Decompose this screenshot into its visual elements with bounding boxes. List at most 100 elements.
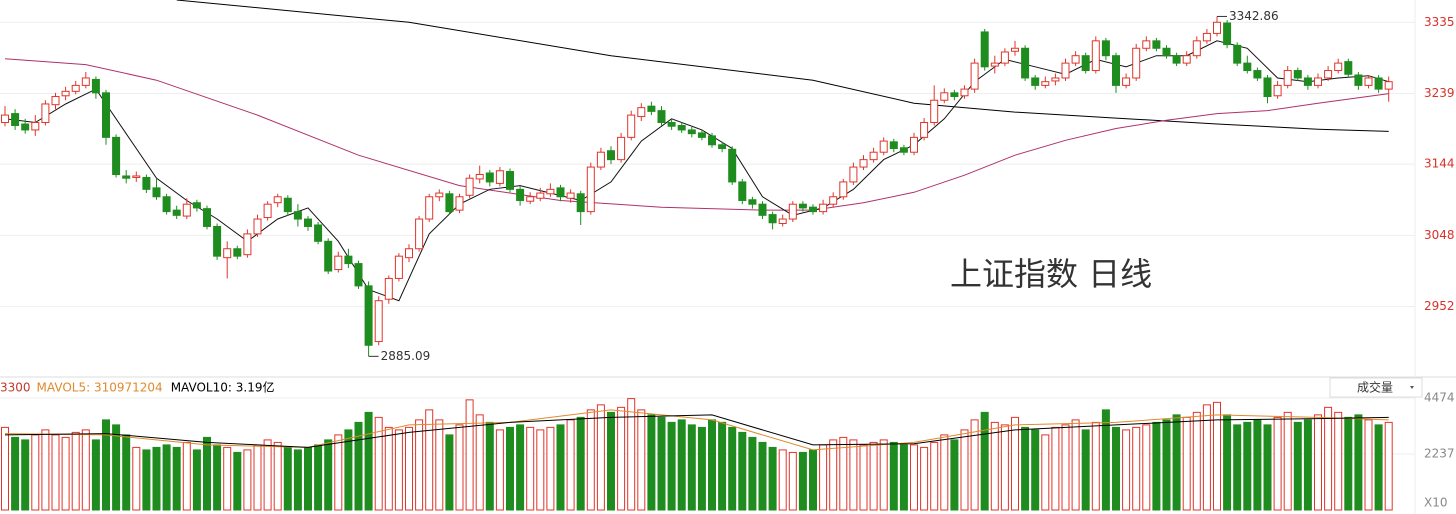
candle-body — [758, 203, 767, 216]
volume-bar — [667, 421, 676, 511]
volume-bar — [1303, 419, 1312, 511]
candle-body — [1192, 40, 1201, 57]
candle-body — [1364, 77, 1373, 86]
volume-bar — [132, 446, 141, 511]
volume-bar — [657, 416, 666, 511]
candle-body — [61, 90, 70, 97]
volume-bar — [849, 439, 858, 511]
volume-bar — [708, 419, 716, 511]
volume-bar — [596, 404, 605, 511]
volume-bar — [506, 426, 514, 511]
volume-bar — [1142, 424, 1151, 511]
volume-bar — [1243, 421, 1252, 511]
candle-body — [556, 187, 565, 198]
volume-bar — [293, 449, 302, 511]
volume-bar — [283, 446, 292, 511]
candle-body — [1122, 77, 1131, 86]
candle-body — [1213, 21, 1221, 34]
candle-body — [566, 192, 575, 199]
candle-body — [1303, 77, 1312, 86]
candle-body — [162, 196, 171, 213]
dropdown-arrow[interactable] — [1410, 386, 1414, 389]
volume-bar — [768, 446, 777, 511]
candle-body — [445, 193, 454, 213]
candle-body — [910, 136, 918, 153]
candle-body — [980, 31, 989, 68]
candle-body — [384, 277, 393, 300]
candle-body — [677, 124, 686, 131]
candle-body — [122, 175, 131, 179]
candle-body — [536, 192, 545, 199]
volume-bar — [1031, 429, 1040, 511]
volume-bar — [435, 419, 444, 511]
volume-bar — [1384, 421, 1393, 511]
y-tick-label: 4474 — [1424, 391, 1455, 405]
candle-body — [91, 78, 100, 94]
volume-bar — [445, 434, 454, 511]
unit-label: X10 — [1424, 496, 1448, 510]
candle-body — [1324, 70, 1333, 79]
volume-bar — [1000, 424, 1009, 511]
volume-bar — [990, 421, 999, 511]
volume-bar — [1152, 421, 1161, 511]
volume-bar — [920, 446, 929, 511]
volume-bar — [1233, 424, 1242, 511]
candle-body — [586, 166, 595, 213]
volume-bar — [243, 449, 252, 511]
volume-bar — [910, 444, 918, 511]
candle-body — [273, 196, 282, 204]
dropdown-label[interactable]: 成交量 — [1357, 380, 1393, 395]
candle-body — [970, 62, 979, 90]
volume-bar — [758, 441, 767, 511]
volume-bar — [1253, 419, 1262, 511]
legend-label: 3300 — [0, 381, 31, 395]
candle-body — [142, 176, 151, 190]
candle-body — [839, 181, 848, 198]
volume-bar — [1101, 409, 1110, 511]
volume-bar — [899, 444, 908, 511]
volume-bar — [536, 429, 545, 511]
volume-bar — [1182, 416, 1191, 511]
dropdown[interactable] — [1329, 377, 1423, 398]
candle-body — [364, 285, 373, 346]
candle-body — [718, 144, 727, 150]
candle-body — [314, 224, 323, 242]
candle-body — [1051, 77, 1060, 82]
candle-body — [798, 203, 807, 209]
volume-bar — [970, 419, 979, 511]
candle-body — [1314, 77, 1322, 86]
volume-bar — [233, 451, 242, 511]
y-tick-label: 3048 — [1424, 228, 1455, 242]
volume-bar — [819, 444, 828, 511]
volume-bar — [1162, 419, 1171, 511]
volume-bar — [950, 439, 959, 511]
volume-legend: 3300 MAVOL5: 310971204 MAVOL10: 3.19亿 — [0, 380, 274, 395]
candle-body — [21, 123, 30, 131]
volume-bar — [940, 434, 949, 511]
volume-bar — [546, 426, 555, 511]
candle-body — [1233, 44, 1242, 64]
candle-body — [455, 196, 464, 211]
volume-bar — [728, 426, 737, 511]
candle-body — [728, 148, 737, 183]
volume-bar — [304, 446, 312, 511]
volume-bar — [1213, 401, 1221, 511]
candle-body — [627, 114, 636, 138]
candle-body — [304, 218, 312, 227]
candle-body — [182, 203, 191, 217]
volume-bar — [1041, 434, 1050, 511]
volume-bar — [475, 414, 484, 511]
volume-bar — [1354, 414, 1363, 511]
candle-body — [1253, 70, 1262, 79]
volume-bar — [213, 444, 222, 511]
candle-body — [516, 188, 525, 201]
candle-body — [708, 135, 716, 146]
candle-body — [1142, 40, 1151, 49]
volume-bar — [1273, 416, 1282, 511]
candle-body — [778, 218, 787, 224]
volume-bar — [1011, 416, 1019, 511]
volume-bar — [374, 416, 383, 511]
volume-bar — [526, 426, 535, 511]
candle-body — [899, 147, 908, 153]
volume-bar — [314, 444, 323, 511]
